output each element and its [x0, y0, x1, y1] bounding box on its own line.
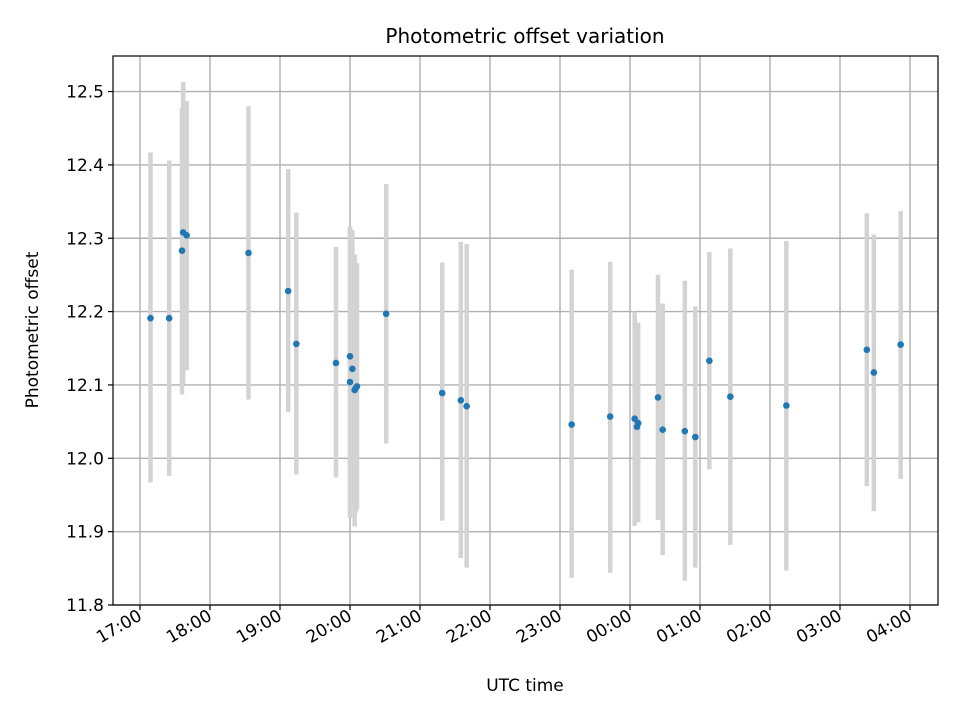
- data-point: [438, 389, 446, 397]
- data-point: [783, 402, 790, 409]
- data-point: [681, 427, 689, 435]
- data-points: [147, 229, 904, 441]
- data-point: [353, 383, 361, 390]
- y-tick-label: 11.9: [66, 523, 104, 543]
- x-axis-label: UTC time: [486, 676, 564, 696]
- y-tick-label: 12.4: [66, 156, 104, 176]
- data-point: [659, 426, 666, 433]
- y-tick-label: 12.5: [66, 83, 104, 103]
- data-point: [727, 393, 734, 400]
- data-point: [897, 341, 904, 348]
- data-point: [284, 287, 292, 295]
- data-point: [631, 415, 638, 422]
- data-point: [293, 340, 300, 348]
- data-point: [382, 310, 390, 318]
- chart-title: Photometric offset variation: [385, 24, 664, 48]
- y-axis: 11.8 11.9 12.0 12.1 12.2 12.3 12.4 12.5: [66, 83, 113, 616]
- y-tick-label: 12.1: [66, 376, 104, 396]
- data-point: [349, 365, 356, 373]
- data-point: [706, 357, 713, 365]
- plot-frame: [112, 55, 939, 606]
- y-tick-label: 12.3: [66, 229, 104, 249]
- data-point: [165, 314, 173, 322]
- data-point: [178, 247, 186, 255]
- grid: [113, 56, 938, 606]
- data-point: [568, 421, 575, 428]
- data-point: [332, 359, 340, 367]
- data-point: [634, 419, 642, 427]
- data-point: [245, 249, 252, 257]
- data-point: [863, 346, 871, 354]
- y-axis-label: Photometric offset: [23, 251, 43, 408]
- y-tick-label: 12.2: [66, 303, 104, 323]
- data-point: [463, 402, 470, 410]
- y-tick-label: 12.0: [66, 449, 104, 469]
- data-point: [346, 378, 354, 386]
- data-point: [870, 369, 878, 376]
- data-point: [457, 397, 465, 404]
- data-point: [183, 232, 190, 239]
- data-point: [606, 413, 614, 420]
- data-point: [692, 433, 699, 441]
- data-point: [147, 314, 154, 322]
- data-point: [654, 394, 662, 401]
- y-tick-label: 11.8: [66, 596, 104, 616]
- data-point: [346, 353, 354, 360]
